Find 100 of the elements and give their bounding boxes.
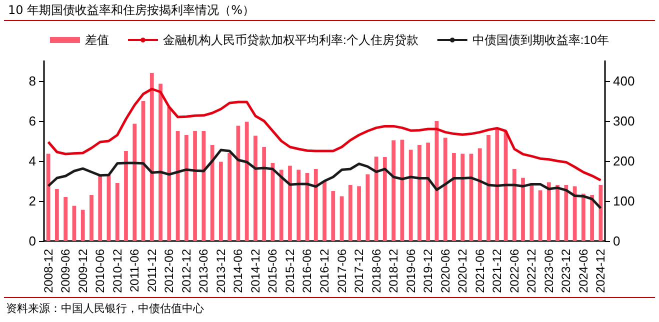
legend-label: 中债国债到期收益率:10年 xyxy=(472,33,610,47)
bar xyxy=(530,183,534,241)
x-tick-label: 2021-12 xyxy=(490,248,504,294)
x-tick-label: 2022-12 xyxy=(524,248,539,294)
bar xyxy=(64,197,68,241)
y-tick-label: 4 xyxy=(28,154,36,168)
text: 资料来源：中国人民银行，中债估值中心 xyxy=(4,297,655,320)
x-tick-label: 2021-06 xyxy=(472,248,487,294)
x-tick-label: 2008-12 xyxy=(41,248,56,294)
bar xyxy=(80,210,85,241)
bar xyxy=(218,162,223,241)
x-tick-label: 2014-06 xyxy=(231,248,246,294)
x-tick-label: 2009-12 xyxy=(76,248,90,294)
x-tick-label: 2015-12 xyxy=(282,248,297,294)
x-tick-label: 2013-06 xyxy=(196,248,211,294)
x-tick-label: 2011-12 xyxy=(144,248,159,292)
bar xyxy=(322,181,326,241)
y2-tick-label: 300 xyxy=(613,114,635,128)
bar xyxy=(382,157,387,241)
bar xyxy=(564,185,568,241)
x-tick-label: 2022-06 xyxy=(507,248,522,294)
bar xyxy=(590,195,594,241)
bar xyxy=(72,206,76,241)
bar xyxy=(115,183,120,241)
x-tick-label: 2018-12 xyxy=(386,248,401,294)
x-tick-label: 2010-12 xyxy=(110,248,124,294)
bar xyxy=(366,174,370,241)
x-tick-label: 2013-12 xyxy=(214,248,228,294)
bar xyxy=(262,147,266,241)
y-tick-label: 0 xyxy=(28,234,36,248)
x-tick-label: 2019-12 xyxy=(421,248,436,294)
bar xyxy=(167,107,172,241)
bar xyxy=(478,148,482,241)
bar xyxy=(348,185,352,241)
legend-label: 差值 xyxy=(84,33,109,47)
bar xyxy=(90,195,94,241)
y2-tick-label: 200 xyxy=(613,154,635,168)
bar xyxy=(46,154,50,241)
bar xyxy=(184,135,188,241)
bar xyxy=(443,138,448,241)
bar xyxy=(452,153,456,241)
bar xyxy=(314,169,318,241)
chart-title: 10 年期国债收益率和住房按揭利率情况（%） xyxy=(4,0,655,21)
bar xyxy=(244,122,249,241)
bar xyxy=(400,140,404,241)
x-tick-label: 2017-06 xyxy=(334,248,349,294)
y-tick-label: 2 xyxy=(28,194,36,208)
line-series xyxy=(47,148,602,210)
x-tick-label: 2023-06 xyxy=(542,248,556,294)
bar xyxy=(357,186,361,241)
x-tick-label: 2012-12 xyxy=(179,248,194,294)
line-series xyxy=(47,88,602,182)
x-tick-label: 2020-12 xyxy=(456,248,470,294)
x-tick-label: 2018-06 xyxy=(369,248,384,294)
bar xyxy=(581,194,586,241)
bar xyxy=(150,73,154,241)
x-tick-label: 2015-06 xyxy=(266,248,280,294)
bar xyxy=(296,170,301,241)
bar xyxy=(132,124,137,241)
bar xyxy=(495,129,500,241)
bar xyxy=(288,166,292,241)
bar xyxy=(55,189,59,241)
bar xyxy=(426,142,430,241)
bar xyxy=(486,135,490,241)
bar xyxy=(228,153,232,241)
bar xyxy=(598,185,603,241)
x-tick-label: 2017-12 xyxy=(352,248,366,294)
bar xyxy=(254,136,258,241)
x-tick-label: 2012-06 xyxy=(162,248,176,294)
x-tick-label: 2009-06 xyxy=(58,248,73,294)
bar xyxy=(556,185,560,241)
bar xyxy=(279,170,284,241)
y2-tick-label: 400 xyxy=(613,74,635,88)
bar xyxy=(460,154,465,241)
y-tick-label: 6 xyxy=(28,114,36,128)
bar xyxy=(392,140,396,241)
bar xyxy=(124,151,128,241)
y2-tick-label: 0 xyxy=(613,234,620,248)
bar xyxy=(546,182,551,241)
x-tick-label: 2014-12 xyxy=(248,248,262,294)
x-tick-label: 2024-12 xyxy=(594,248,608,294)
legend-label: 金融机构人民币贷款加权平均利率:个人住房贷款 xyxy=(162,33,418,47)
x-tick-label: 2020-06 xyxy=(438,248,452,294)
x-tick-label: 2024-06 xyxy=(576,248,590,294)
bar xyxy=(202,131,206,241)
y-tick-label: 8 xyxy=(28,74,36,88)
x-tick-label: 2011-06 xyxy=(128,248,142,292)
bar xyxy=(512,169,516,241)
bar xyxy=(417,145,422,241)
bar xyxy=(521,178,525,241)
y2-tick-label: 100 xyxy=(613,194,635,208)
x-tick-label: 2016-12 xyxy=(318,248,332,294)
bar xyxy=(331,191,336,241)
bar xyxy=(158,84,162,241)
x-tick-label: 2019-06 xyxy=(404,248,418,294)
bar xyxy=(538,190,542,241)
bar xyxy=(98,175,102,241)
bar xyxy=(340,196,344,241)
x-tick-label: 2016-06 xyxy=(300,248,314,294)
x-tick-label: 2010-06 xyxy=(93,248,108,294)
